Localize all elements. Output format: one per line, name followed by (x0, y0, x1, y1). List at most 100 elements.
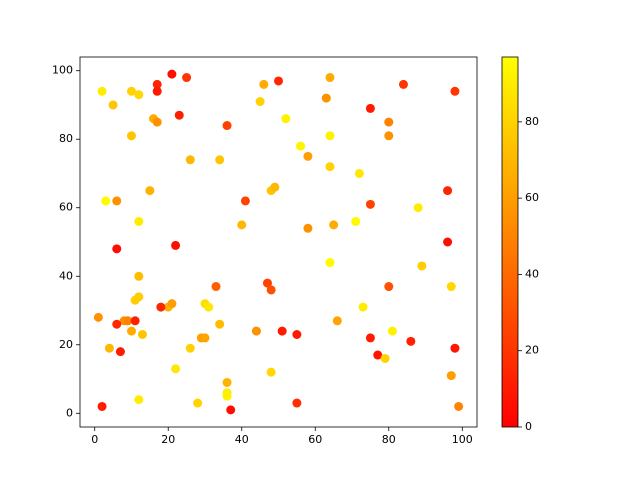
point (137, 330, 147, 339)
point (112, 244, 122, 254)
point (152, 79, 162, 89)
point (443, 237, 453, 247)
colorbar-tick-label: 0 (525, 420, 532, 433)
point (274, 76, 283, 86)
point (167, 299, 177, 309)
point (174, 110, 184, 120)
point (152, 86, 162, 96)
point (211, 282, 221, 292)
point (167, 69, 177, 79)
point (446, 371, 456, 381)
y-tick-label: 40 (59, 269, 73, 282)
point (454, 401, 464, 411)
point (443, 186, 453, 196)
point (292, 398, 302, 408)
point (226, 405, 236, 415)
point (325, 73, 335, 83)
x-tick-label: 40 (235, 433, 249, 446)
point (384, 131, 394, 141)
point (277, 326, 287, 336)
point (384, 117, 394, 127)
point (222, 377, 232, 387)
point (387, 326, 397, 336)
colorbar-tick-label: 20 (525, 344, 539, 357)
colorbar-frame (501, 56, 519, 428)
point (398, 79, 408, 89)
point (115, 347, 125, 357)
point (332, 316, 342, 326)
point (325, 162, 335, 172)
point (351, 216, 361, 226)
point (262, 278, 272, 288)
point (193, 398, 203, 408)
point (303, 223, 313, 233)
point (134, 216, 144, 226)
point (365, 333, 375, 343)
point (259, 79, 269, 89)
point (204, 302, 214, 312)
point (222, 121, 232, 131)
point (266, 367, 276, 377)
point (222, 391, 232, 401)
point (251, 326, 261, 336)
point (303, 151, 313, 161)
point (365, 103, 375, 113)
point (104, 343, 114, 353)
x-tick-label: 0 (91, 433, 98, 446)
point (325, 131, 335, 141)
point (200, 333, 210, 343)
axes-frame (79, 56, 478, 428)
y-tick-label: 100 (52, 64, 73, 77)
y-tick-label: 20 (59, 338, 73, 351)
point (97, 86, 107, 96)
y-tick-label: 80 (59, 132, 73, 145)
point (406, 336, 416, 346)
colorbar-tick-label: 40 (525, 267, 539, 280)
point (354, 168, 364, 178)
point (215, 155, 225, 165)
point (329, 220, 339, 230)
point (93, 312, 103, 322)
x-tick-label: 80 (382, 433, 396, 446)
point (270, 182, 280, 192)
point (358, 302, 368, 312)
point (134, 271, 144, 281)
point (152, 117, 162, 127)
point (126, 326, 136, 336)
point (134, 90, 144, 100)
point (450, 343, 460, 353)
colorbar (502, 57, 518, 427)
point (112, 319, 122, 329)
point (101, 196, 111, 206)
point (126, 86, 136, 96)
point (185, 155, 195, 165)
point (255, 97, 265, 107)
point (130, 316, 140, 326)
point (417, 261, 427, 271)
point (215, 319, 225, 329)
point (240, 196, 250, 206)
point (171, 240, 181, 250)
point (266, 285, 276, 295)
point (97, 401, 107, 411)
point (237, 220, 247, 230)
point (413, 203, 423, 213)
y-tick-label: 0 (66, 406, 73, 419)
point (134, 292, 144, 302)
point (450, 86, 460, 96)
point (145, 186, 155, 196)
point (292, 330, 302, 339)
x-tick-label: 100 (452, 433, 473, 446)
point (373, 350, 383, 360)
point (134, 395, 144, 405)
y-tick-label: 60 (59, 201, 73, 214)
point (384, 282, 394, 292)
point (156, 302, 166, 312)
point (126, 131, 136, 141)
point (296, 141, 306, 151)
point (185, 343, 195, 353)
point (171, 364, 181, 374)
point (281, 114, 291, 124)
point (112, 196, 122, 206)
